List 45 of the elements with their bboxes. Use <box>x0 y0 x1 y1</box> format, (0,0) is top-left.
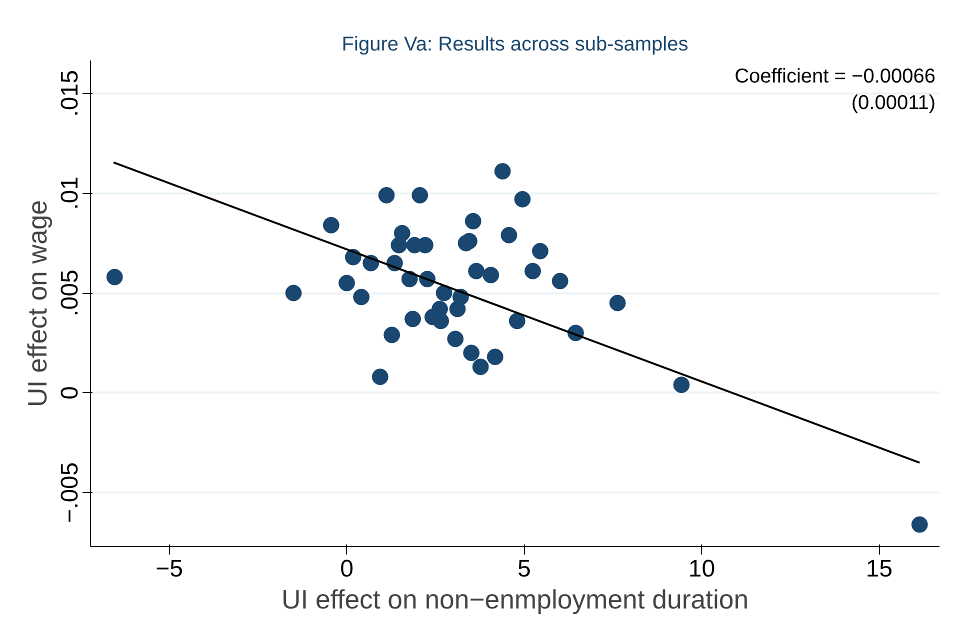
point <box>552 272 568 290</box>
point <box>524 262 541 280</box>
point <box>353 288 370 306</box>
point <box>673 376 690 394</box>
point <box>464 212 482 230</box>
x-tick-label: 5 <box>518 556 531 582</box>
point <box>508 312 526 330</box>
point <box>532 242 548 260</box>
point <box>384 326 400 344</box>
x-tick-label: 10 <box>688 556 716 582</box>
y-tick-label: .015 <box>56 70 84 117</box>
point <box>338 274 356 292</box>
point <box>394 224 410 242</box>
point <box>911 516 928 533</box>
point <box>432 312 450 330</box>
point <box>514 190 531 208</box>
chart-title: Figure Va: Results across sub-samples <box>342 34 688 56</box>
point <box>378 186 395 204</box>
point <box>482 266 500 284</box>
point <box>500 226 518 244</box>
x-tick-label: 15 <box>866 556 893 582</box>
y-tick-label: .005 <box>56 270 84 316</box>
point <box>372 368 388 386</box>
x-axis-title: UI effect on non−enmployment duration <box>281 584 749 614</box>
annotation: (0.00011) <box>851 92 936 114</box>
x-tick-label: 0 <box>340 556 354 582</box>
point <box>494 163 511 180</box>
point <box>463 344 480 362</box>
point <box>447 330 464 348</box>
point <box>468 262 485 280</box>
point <box>412 186 428 204</box>
point <box>609 294 626 312</box>
point <box>436 284 452 302</box>
y-tick-label: 0 <box>56 386 84 400</box>
point <box>322 216 340 234</box>
point <box>486 348 504 366</box>
annotation: Coefficient = −0.00066 <box>734 65 936 88</box>
point <box>404 310 422 328</box>
y-tick-label: .01 <box>56 176 84 210</box>
y-axis-title: UI effect on wage <box>22 200 52 407</box>
x-tick-label: −5 <box>156 556 183 582</box>
point <box>472 358 489 376</box>
point <box>106 268 123 286</box>
point <box>285 284 302 302</box>
y-tick-label: −.005 <box>56 462 84 523</box>
